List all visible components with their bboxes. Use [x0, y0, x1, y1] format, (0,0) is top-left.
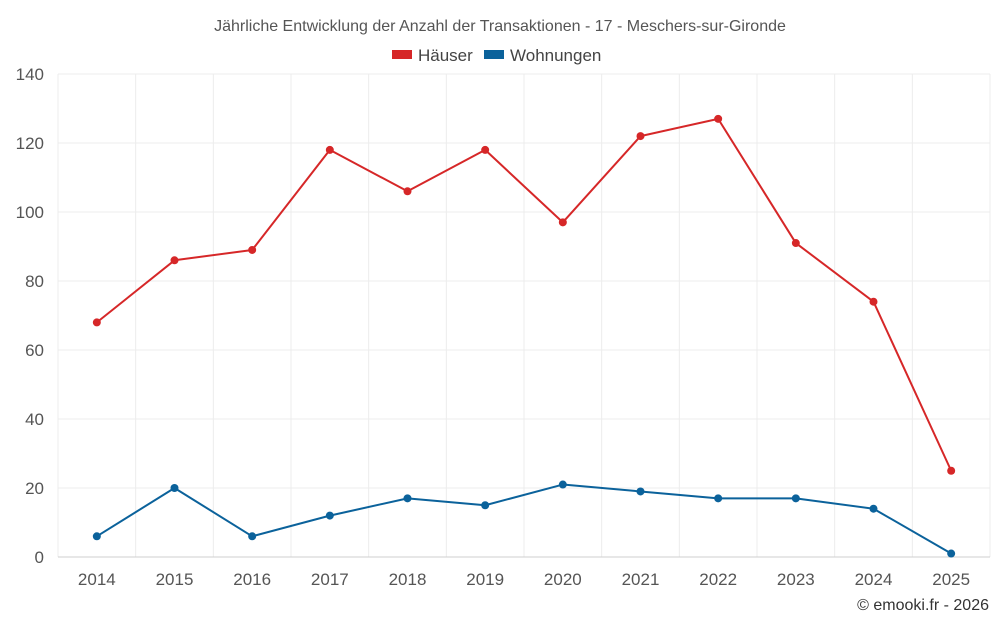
data-point-hauser[interactable]: [403, 187, 412, 196]
x-tick-label: 2016: [233, 570, 271, 589]
data-point-hauser[interactable]: [791, 239, 800, 248]
data-point-wohnungen[interactable]: [170, 484, 179, 492]
x-tick-label: 2017: [311, 570, 349, 589]
data-point-wohnungen[interactable]: [714, 494, 723, 503]
x-tick-label: 2015: [156, 570, 194, 589]
grid: [57, 73, 991, 557]
y-tick-label: 60: [25, 341, 44, 360]
data-point-hauser[interactable]: [92, 318, 101, 327]
data-point-wohnungen[interactable]: [325, 511, 334, 520]
data-point-hauser[interactable]: [170, 256, 179, 265]
x-tick-label: 2024: [855, 570, 893, 589]
credit-text: © emooki.fr - 2026: [857, 597, 989, 614]
y-tick-label: 140: [16, 65, 44, 84]
legend-swatch-wohnungen: [484, 50, 504, 59]
legend-label-hauser: Häuser: [418, 46, 473, 65]
series-line-wohnungen: [96, 483, 952, 555]
data-point-hauser[interactable]: [636, 132, 645, 141]
y-tick-label: 20: [25, 479, 44, 498]
y-tick-label: 120: [16, 134, 44, 153]
chart-title: Jährliche Entwicklung der Anzahl der Tra…: [214, 18, 786, 35]
x-tick-label: 2019: [466, 570, 504, 589]
data-point-hauser[interactable]: [481, 145, 490, 154]
x-tick-label: 2021: [622, 570, 660, 589]
data-point-wohnungen[interactable]: [558, 480, 567, 489]
series: [92, 114, 956, 558]
x-tick-label: 2023: [777, 570, 815, 589]
y-tick-label: 100: [16, 203, 44, 222]
data-point-wohnungen[interactable]: [92, 532, 101, 541]
y-tick-label: 80: [25, 272, 44, 291]
data-point-wohnungen[interactable]: [481, 501, 490, 510]
data-point-hauser[interactable]: [558, 218, 567, 227]
x-tick-label: 2020: [544, 570, 582, 589]
x-tick-label: 2014: [78, 570, 116, 589]
legend-swatch-hauser: [392, 50, 412, 59]
data-point-wohnungen[interactable]: [869, 504, 878, 513]
data-point-hauser[interactable]: [869, 297, 878, 306]
data-point-hauser[interactable]: [325, 145, 334, 154]
x-tick-label: 2022: [699, 570, 737, 589]
legend-label-wohnungen: Wohnungen: [510, 46, 601, 65]
data-point-hauser[interactable]: [947, 466, 956, 475]
data-point-wohnungen[interactable]: [248, 532, 257, 541]
data-point-wohnungen[interactable]: [947, 549, 956, 558]
series-line-hauser: [96, 117, 953, 472]
y-tick-label: 0: [35, 548, 44, 567]
legend: Häuser Wohnungen: [392, 46, 601, 65]
axes: 0 20 40 60 80 100 120 140 2014 2015 2016 2017 2018 20…: [16, 65, 990, 589]
x-tick-label: 2025: [932, 570, 970, 589]
data-point-wohnungen[interactable]: [636, 487, 645, 496]
data-point-hauser[interactable]: [248, 245, 257, 254]
y-tick-label: 40: [25, 410, 44, 429]
data-point-hauser[interactable]: [714, 114, 723, 123]
data-point-wohnungen[interactable]: [403, 494, 412, 503]
x-tick-label: 2018: [389, 570, 427, 589]
data-point-wohnungen[interactable]: [791, 494, 800, 503]
